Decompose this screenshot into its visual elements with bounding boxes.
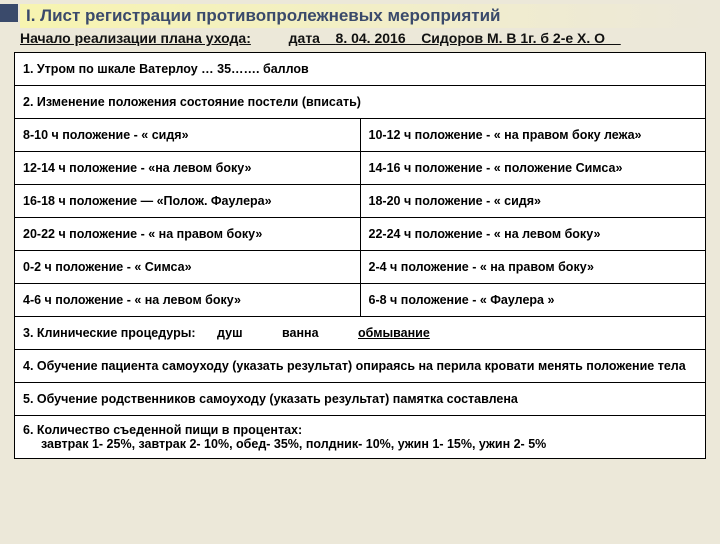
plan-start-line: Начало реализации плана ухода: дата__8. … [20,30,706,46]
corner-accent [0,4,18,22]
proc-opt-wash: обмывание [358,326,430,340]
row-procedures: 3. Клинические процедуры: душ ванна обмы… [15,317,706,350]
registration-table: 1. Утром по шкале Ватерлоу … 35……. балло… [14,52,706,459]
food-values: завтрак 1- 25%, завтрак 2- 10%, обед- 35… [23,437,546,451]
sched-right: 2-4 ч положение - « на правом боку» [360,251,706,284]
plan-label: Начало реализации плана ухода: [20,30,251,46]
table-row: 4-6 ч положение - « на левом боку» 6-8 ч… [15,284,706,317]
table-row: 20-22 ч положение - « на правом боку» 22… [15,218,706,251]
table-row: 8-10 ч положение - « сидя» 10-12 ч полож… [15,119,706,152]
date-value: 8. 04. 2016__ [336,30,422,46]
sched-right: 10-12 ч положение - « на правом боку леж… [360,119,706,152]
sched-left: 16-18 ч положение — «Полож. Фаулера» [15,185,361,218]
food-label: 6. Количество съеденной пищи в процентах… [23,423,302,437]
row-patient-training: 4. Обучение пациента самоуходу (указать … [15,350,706,383]
proc-label: 3. Клинические процедуры: [23,326,196,340]
proc-opt-shower: душ [217,326,242,340]
sched-right: 22-24 ч положение - « на левом боку» [360,218,706,251]
row-relatives-training: 5. Обучение родственников самоуходу (ука… [15,383,706,416]
sched-right: 6-8 ч положение - « Фаулера » [360,284,706,317]
table-row: 0-2 ч положение - « Симса» 2-4 ч положен… [15,251,706,284]
row-food-intake: 6. Количество съеденной пищи в процентах… [15,416,706,459]
sched-left: 0-2 ч положение - « Симса» [15,251,361,284]
table-row: 16-18 ч положение — «Полож. Фаулера» 18-… [15,185,706,218]
sched-left: 20-22 ч положение - « на правом боку» [15,218,361,251]
page-title: I. Лист регистрации противопролежневых м… [20,4,706,28]
patient-info: Сидоров М. В 1г. б 2-е Х. О__ [421,30,620,46]
sched-left: 8-10 ч положение - « сидя» [15,119,361,152]
proc-opt-bath: ванна [282,326,319,340]
row-position-header: 2. Изменение положения состояние постели… [15,86,706,119]
sched-right: 14-16 ч положение - « положение Симса» [360,152,706,185]
table-row: 12-14 ч положение - «на левом боку» 14-1… [15,152,706,185]
row-waterlow: 1. Утром по шкале Ватерлоу … 35……. балло… [15,53,706,86]
sched-left: 4-6 ч положение - « на левом боку» [15,284,361,317]
date-label: дата__ [289,30,336,46]
sched-left: 12-14 ч положение - «на левом боку» [15,152,361,185]
sched-right: 18-20 ч положение - « сидя» [360,185,706,218]
